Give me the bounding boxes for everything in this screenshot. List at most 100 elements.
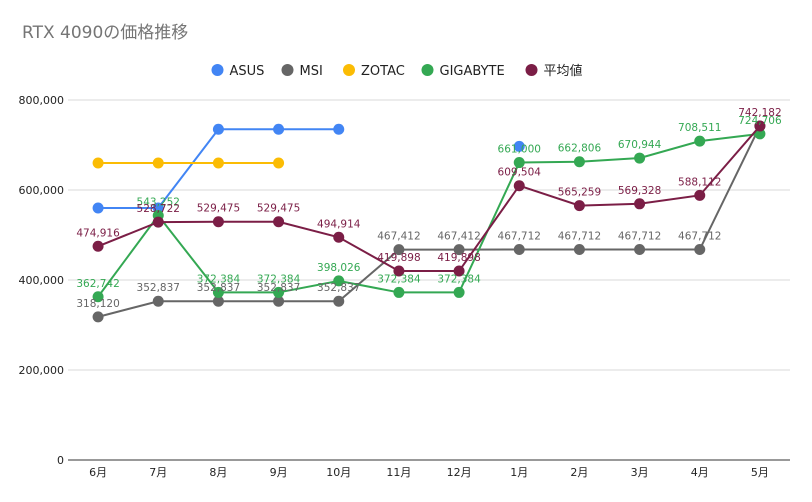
data-point: [573, 200, 585, 212]
data-label: 529,475: [257, 203, 300, 215]
series-layer: [92, 120, 766, 323]
data-label: 661,000: [498, 144, 541, 156]
x-tick-label: 11月: [386, 466, 411, 479]
data-point: [92, 157, 104, 169]
data-label: 662,806: [558, 143, 602, 155]
x-tick-label: 8月: [209, 466, 227, 479]
data-label: 670,944: [618, 139, 662, 151]
y-tick-label: 800,000: [19, 94, 65, 107]
data-point: [273, 157, 285, 169]
data-label: 529,475: [197, 203, 240, 215]
x-tick-label: 2月: [570, 466, 588, 479]
data-label: 588,112: [678, 176, 721, 188]
data-label: 352,837: [317, 282, 360, 294]
data-label: 467,712: [618, 231, 661, 243]
legend-label: ZOTAC: [361, 64, 405, 79]
data-point: [694, 244, 706, 256]
data-label: 372,384: [377, 273, 421, 285]
data-labels: 318,120 352,837 352,837 352,837 352,837 467,4…: [76, 107, 782, 310]
data-point: [333, 275, 345, 287]
data-label: 372,384: [257, 273, 301, 285]
data-point: [92, 202, 104, 214]
legend: ASUS MSI ZOTAC GIGABYTE 平均値: [211, 63, 583, 79]
legend-marker: [281, 64, 294, 76]
data-label: 372,384: [197, 273, 241, 285]
data-point: [573, 156, 585, 168]
data-point: [634, 244, 646, 256]
data-label: 352,837: [197, 282, 240, 294]
data-point: [754, 128, 766, 140]
data-point: [634, 198, 646, 210]
data-label: 724,706: [738, 115, 782, 127]
data-point: [333, 231, 345, 243]
data-point: [393, 244, 405, 256]
data-label: 528,722: [137, 203, 180, 215]
data-label: 569,328: [618, 185, 661, 197]
data-point: [393, 265, 405, 277]
data-label: 565,259: [558, 187, 601, 199]
data-point: [212, 157, 224, 169]
data-point: [453, 265, 465, 277]
data-label: 352,837: [137, 282, 180, 294]
data-point: [212, 286, 224, 298]
x-tick-label: 1月: [510, 466, 528, 479]
data-label: 362,742: [76, 278, 119, 290]
data-point: [513, 244, 525, 256]
data-point: [92, 240, 104, 252]
data-label: 352,837: [257, 282, 300, 294]
data-point: [453, 286, 465, 298]
y-tick-label: 200,000: [19, 364, 65, 377]
x-tick-label: 10月: [326, 466, 351, 479]
data-label: 609,504: [498, 167, 542, 179]
data-point: [152, 216, 164, 228]
data-point: [513, 180, 525, 192]
series-line: [97, 125, 761, 318]
data-label: 494,914: [317, 218, 361, 230]
data-label: 467,412: [437, 231, 480, 243]
data-point: [694, 135, 706, 147]
legend-marker: [343, 64, 355, 76]
series-line: [98, 128, 339, 209]
data-point: [92, 291, 104, 303]
data-label: 708,511: [678, 122, 721, 134]
data-label: 467,712: [678, 231, 721, 243]
series-line: [97, 132, 761, 298]
data-point: [152, 295, 164, 307]
x-tick-label: 5月: [751, 466, 769, 479]
data-point: [212, 295, 224, 307]
y-tick-label: 0: [57, 454, 64, 467]
legend-label: 平均値: [544, 63, 583, 79]
x-tick-label: 4月: [691, 466, 709, 479]
x-tick-label: 12月: [447, 466, 472, 479]
data-label: 419,898: [377, 252, 420, 264]
data-label: 372,384: [437, 273, 481, 285]
x-tick-label: 3月: [631, 466, 649, 479]
data-point: [513, 140, 525, 152]
series-line: [97, 125, 761, 273]
data-point: [92, 311, 104, 323]
x-tick-label: 7月: [149, 466, 167, 479]
data-point: [333, 295, 345, 307]
data-point: [273, 295, 285, 307]
data-label: 398,026: [317, 262, 361, 274]
legend-label: GIGABYTE: [440, 64, 505, 79]
data-label: 419,898: [437, 252, 480, 264]
data-point: [634, 152, 646, 164]
data-point: [152, 202, 164, 214]
data-point: [573, 244, 585, 256]
y-tick-label: 400,000: [19, 274, 65, 287]
data-point: [212, 216, 224, 228]
legend-marker: [211, 64, 224, 76]
legend-label: MSI: [300, 64, 323, 79]
data-point: [393, 286, 405, 298]
data-point: [333, 123, 345, 135]
data-label: 467,712: [498, 231, 541, 243]
data-point: [694, 189, 706, 201]
chart-title: RTX 4090の価格推移: [22, 23, 189, 43]
data-label: 318,120: [76, 298, 119, 310]
data-point: [754, 120, 766, 132]
grid-layer: [68, 99, 790, 461]
data-point: [212, 123, 224, 135]
